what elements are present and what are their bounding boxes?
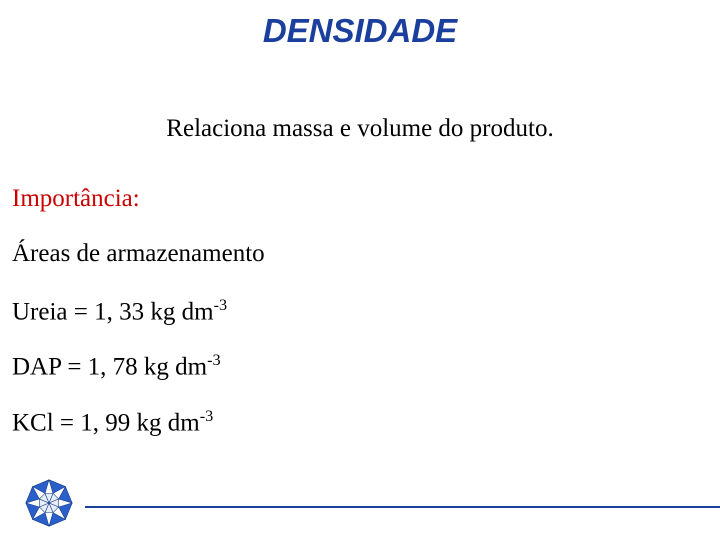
exponent: -3 (214, 296, 228, 314)
body-line: DAP = 1, 78 kg dm-3 (12, 351, 221, 381)
exponent: -3 (200, 407, 214, 425)
slide-subtitle: Relaciona massa e volume do produto. (0, 115, 720, 143)
footer-divider (85, 506, 720, 508)
body-line: Ureia = 1, 33 kg dm-3 (12, 296, 227, 326)
exponent: -3 (207, 351, 221, 369)
footer-logo-icon (20, 474, 78, 532)
body-line: Áreas de armazenamento (12, 240, 265, 268)
value-text: DAP = 1, 78 kg dm (12, 353, 207, 380)
value-text: KCl = 1, 99 kg dm (12, 409, 200, 436)
importance-label: Importância: (12, 185, 140, 213)
slide-title: DENSIDADE (0, 12, 720, 50)
body-line: KCl = 1, 99 kg dm-3 (12, 407, 213, 437)
value-text: Ureia = 1, 33 kg dm (12, 298, 214, 325)
